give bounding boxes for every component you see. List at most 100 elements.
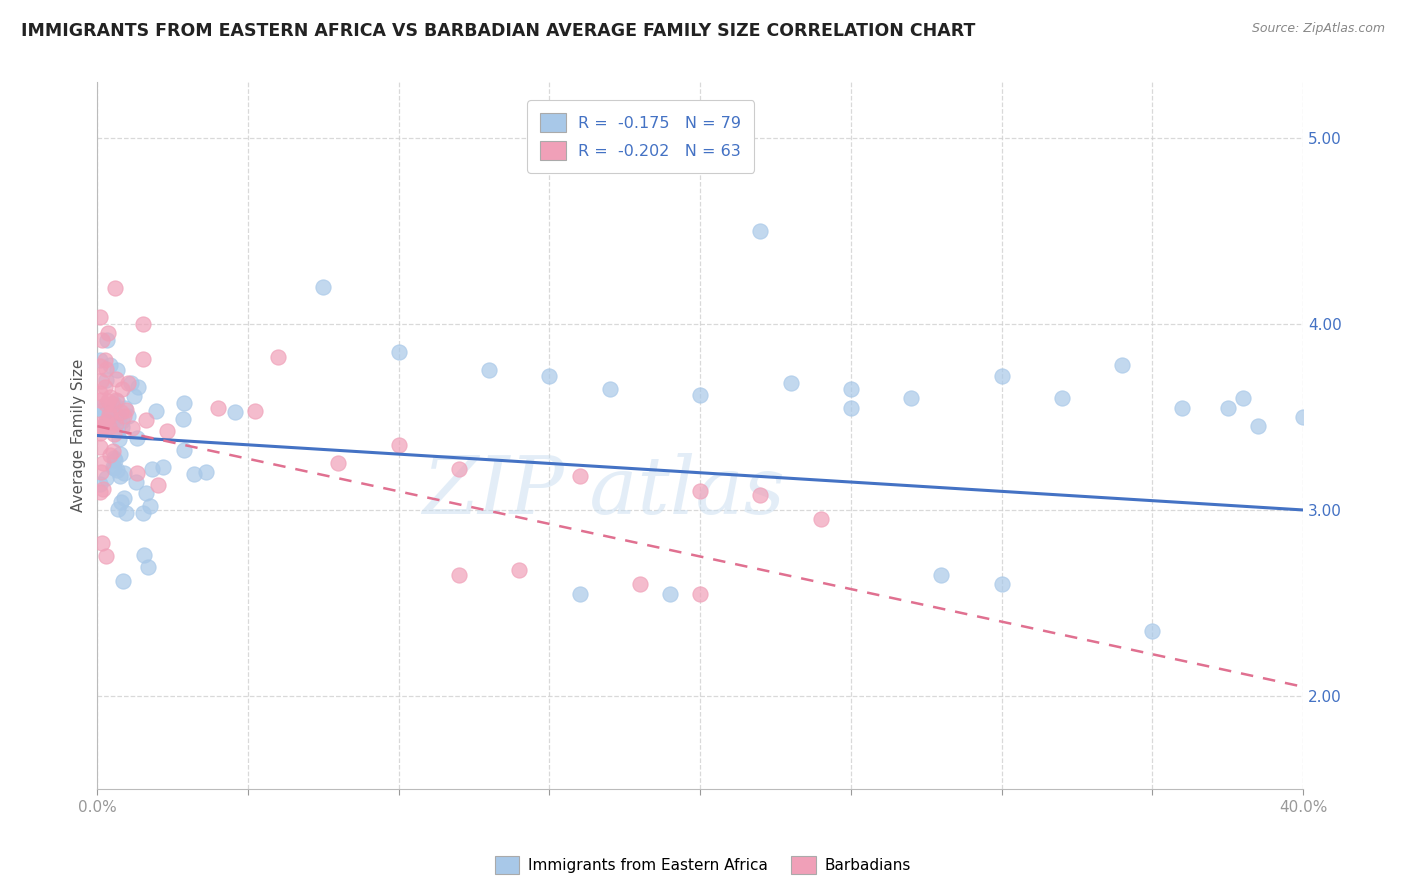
Point (89, 352, 111, 367)
Point (108, 409, 131, 424)
Point (267, 351, 290, 365)
Point (810, 512, 832, 526)
Point (104, 417, 127, 431)
Point (1216, 401, 1239, 415)
Point (1171, 401, 1194, 415)
Point (105, 422, 128, 436)
Point (103, 451, 125, 466)
Point (1142, 624, 1164, 638)
Point (90, 374, 112, 388)
Point (125, 466, 148, 480)
Point (89, 441, 111, 455)
Point (749, 488, 772, 502)
Point (103, 426, 125, 441)
Point (112, 409, 135, 423)
Point (101, 460, 124, 475)
Point (131, 317, 153, 331)
Point (449, 462, 471, 476)
Point (110, 495, 132, 509)
Point (599, 382, 621, 396)
Legend: R =  -0.175   N = 79, R =  -0.202   N = 63: R = -0.175 N = 79, R = -0.202 N = 63 (527, 101, 754, 172)
Point (156, 425, 179, 439)
Point (89, 419, 111, 434)
Point (98, 420, 121, 434)
Point (207, 401, 229, 415)
Point (689, 387, 711, 401)
Point (900, 392, 922, 406)
Point (568, 469, 591, 483)
Point (91, 483, 114, 497)
Point (117, 376, 139, 390)
Point (538, 368, 561, 383)
Point (94, 414, 117, 428)
Point (136, 560, 159, 574)
Point (114, 401, 136, 416)
Point (97, 326, 120, 340)
Point (312, 279, 335, 293)
Point (141, 462, 163, 476)
Point (194, 465, 217, 479)
Point (568, 587, 591, 601)
Point (172, 412, 194, 426)
Point (689, 484, 711, 499)
Point (97, 393, 120, 408)
Text: Source: ZipAtlas.com: Source: ZipAtlas.com (1251, 22, 1385, 36)
Point (104, 452, 127, 467)
Point (132, 351, 155, 366)
Point (89, 422, 111, 436)
Point (100, 390, 122, 404)
Point (103, 461, 125, 475)
Point (108, 447, 131, 461)
Point (96, 333, 118, 347)
Point (107, 502, 129, 516)
Point (173, 443, 195, 458)
Point (132, 506, 155, 520)
Point (89, 392, 111, 407)
Point (89, 310, 111, 324)
Point (105, 393, 128, 408)
Text: IMMIGRANTS FROM EASTERN AFRICA VS BARBADIAN AVERAGE FAMILY SIZE CORRELATION CHAR: IMMIGRANTS FROM EASTERN AFRICA VS BARBAD… (21, 22, 976, 40)
Point (110, 405, 132, 419)
Point (111, 414, 134, 428)
Point (105, 463, 128, 477)
Point (96, 549, 118, 564)
Point (103, 281, 125, 295)
Point (125, 475, 148, 489)
Point (94, 380, 117, 394)
Point (96, 362, 118, 376)
Point (100, 418, 122, 433)
Point (89, 426, 111, 441)
Point (132, 548, 155, 562)
Point (98, 408, 121, 422)
Point (135, 486, 157, 500)
Point (449, 568, 471, 582)
Point (90, 465, 112, 479)
Point (112, 466, 135, 480)
Point (94, 373, 117, 387)
Point (104, 392, 127, 407)
Point (111, 574, 134, 588)
Point (90, 334, 112, 348)
Point (990, 577, 1012, 591)
Point (108, 432, 131, 446)
Point (94, 471, 117, 485)
Point (224, 405, 246, 419)
Point (1247, 419, 1270, 434)
Legend: Immigrants from Eastern Africa, Barbadians: Immigrants from Eastern Africa, Barbadia… (489, 850, 917, 880)
Point (89, 400, 111, 414)
Point (122, 389, 145, 403)
Point (94, 353, 117, 368)
Point (388, 344, 411, 359)
Text: ZIP atlas: ZIP atlas (422, 453, 785, 531)
Point (839, 401, 862, 415)
Point (89, 385, 111, 400)
Point (115, 402, 138, 417)
Point (97, 408, 120, 422)
Point (107, 362, 129, 376)
Point (1111, 358, 1133, 372)
Point (98, 413, 121, 427)
Point (146, 478, 169, 492)
Point (931, 568, 953, 582)
Point (98, 448, 121, 462)
Point (108, 468, 131, 483)
